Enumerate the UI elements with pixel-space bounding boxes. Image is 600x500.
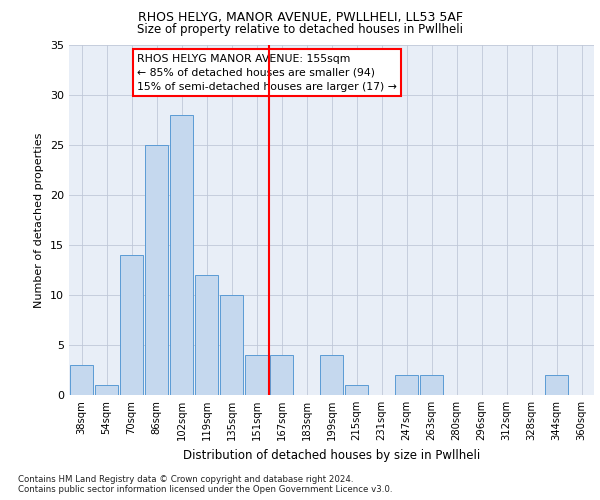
Bar [344, 385, 368, 395]
Bar [245, 355, 268, 395]
Text: RHOS HELYG MANOR AVENUE: 155sqm
← 85% of detached houses are smaller (94)
15% of: RHOS HELYG MANOR AVENUE: 155sqm ← 85% of… [137, 54, 397, 92]
Bar [145, 145, 169, 395]
Bar [194, 275, 218, 395]
Text: Contains HM Land Registry data © Crown copyright and database right 2024.: Contains HM Land Registry data © Crown c… [18, 475, 353, 484]
Bar [545, 375, 568, 395]
Y-axis label: Number of detached properties: Number of detached properties [34, 132, 44, 308]
Bar [419, 375, 443, 395]
Bar [269, 355, 293, 395]
Bar [395, 375, 418, 395]
Bar [320, 355, 343, 395]
Bar [220, 295, 244, 395]
Bar [95, 385, 118, 395]
Bar [170, 115, 193, 395]
Bar [70, 365, 94, 395]
X-axis label: Distribution of detached houses by size in Pwllheli: Distribution of detached houses by size … [183, 448, 480, 462]
Text: RHOS HELYG, MANOR AVENUE, PWLLHELI, LL53 5AF: RHOS HELYG, MANOR AVENUE, PWLLHELI, LL53… [137, 11, 463, 24]
Bar [119, 255, 143, 395]
Text: Contains public sector information licensed under the Open Government Licence v3: Contains public sector information licen… [18, 485, 392, 494]
Text: Size of property relative to detached houses in Pwllheli: Size of property relative to detached ho… [137, 22, 463, 36]
